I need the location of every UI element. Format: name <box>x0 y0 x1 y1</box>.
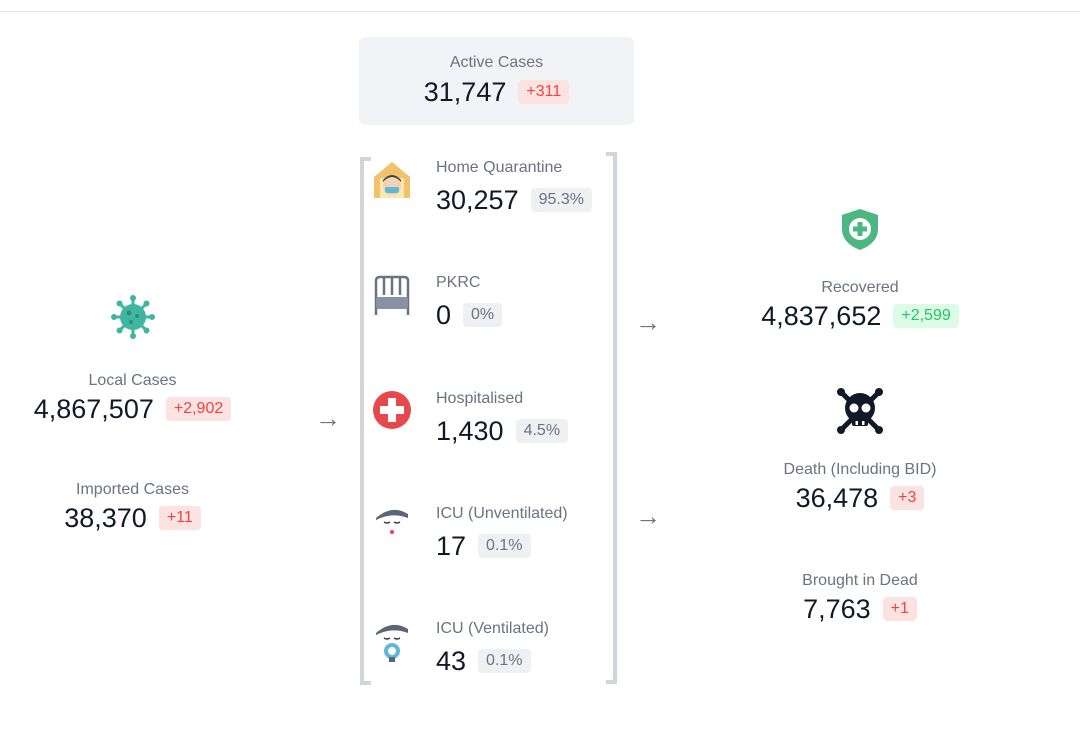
pkrc-value: 0 <box>436 300 452 330</box>
home-quarantine-item: Home Quarantine 30,257 95.3% <box>436 158 592 216</box>
icu-ventilated-label: ICU (Ventilated) <box>436 620 549 637</box>
icu-unventilated-item: ICU (Unventilated) 17 0.1% <box>436 504 568 562</box>
active-cases-label: Active Cases <box>449 54 544 71</box>
home-quarantine-value: 30,257 <box>436 185 519 215</box>
hospitalised-pct: 4.5% <box>515 419 569 443</box>
arrow-right-icon: → <box>635 307 661 337</box>
icu-ventilated-item: ICU (Ventilated) 43 0.1% <box>436 619 549 677</box>
home-quarantine-pct: 95.3% <box>530 188 592 212</box>
bid-value: 7,763 <box>803 594 871 624</box>
pkrc-item: PKRC 0 0% <box>436 273 503 331</box>
recovered-label: Recovered <box>821 279 899 296</box>
top-divider <box>0 11 1080 12</box>
active-cases-card: Active Cases 31,747 +311 <box>359 37 634 125</box>
skull-crossbones-icon <box>836 387 884 440</box>
bracket-left <box>360 157 371 685</box>
bid-change: +1 <box>882 597 917 621</box>
icu-ventilated-value: 43 <box>436 646 467 676</box>
arrow-right-icon: → <box>315 403 341 433</box>
death-change: +3 <box>890 486 925 510</box>
bracket-right <box>606 152 617 684</box>
bid-label: Brought in Dead <box>802 572 918 589</box>
icu-unventilated-pct: 0.1% <box>478 534 531 558</box>
hospitalised-label: Hospitalised <box>436 390 524 407</box>
recovered-change: +2,599 <box>893 304 959 328</box>
active-cases-value: 31,747 <box>423 77 507 107</box>
imported-cases-label: Imported Cases <box>76 481 189 498</box>
active-cases-change: +311 <box>518 80 570 104</box>
hospitalised-value: 1,430 <box>436 416 504 446</box>
hospitalised-item: Hospitalised 1,430 4.5% <box>436 389 569 447</box>
bed-icon <box>372 275 412 322</box>
local-cases-change: +2,902 <box>165 397 232 421</box>
imported-cases-block: Imported Cases 38,370 +11 <box>25 480 240 534</box>
icu-ventilated-pct: 0.1% <box>478 649 531 673</box>
icu-patient-icon <box>374 506 410 545</box>
imported-cases-change: +11 <box>158 506 201 530</box>
virus-icon <box>110 294 156 345</box>
pkrc-label: PKRC <box>436 274 481 291</box>
icu-unventilated-label: ICU (Unventilated) <box>436 505 568 522</box>
imported-cases-value: 38,370 <box>64 503 147 533</box>
death-block: Death (Including BID) 36,478 +3 <box>735 387 985 514</box>
local-cases-label: Local Cases <box>88 372 177 389</box>
hospital-cross-icon <box>372 390 412 435</box>
death-label: Death (Including BID) <box>783 461 937 478</box>
shield-plus-icon <box>840 207 880 256</box>
ventilated-patient-icon <box>374 621 410 668</box>
local-cases-block: Local Cases 4,867,507 +2,902 <box>25 294 240 425</box>
recovered-value: 4,837,652 <box>761 301 882 331</box>
death-value: 36,478 <box>795 483 879 513</box>
local-cases-value: 4,867,507 <box>33 394 154 424</box>
recovered-block: Recovered 4,837,652 +2,599 <box>735 207 985 332</box>
arrow-right-icon: → <box>635 501 661 531</box>
pkrc-pct: 0% <box>463 303 503 327</box>
home-quarantine-icon <box>372 160 412 205</box>
bid-block: Brought in Dead 7,763 +1 <box>735 571 985 625</box>
icu-unventilated-value: 17 <box>436 531 467 561</box>
home-quarantine-label: Home Quarantine <box>436 159 563 176</box>
